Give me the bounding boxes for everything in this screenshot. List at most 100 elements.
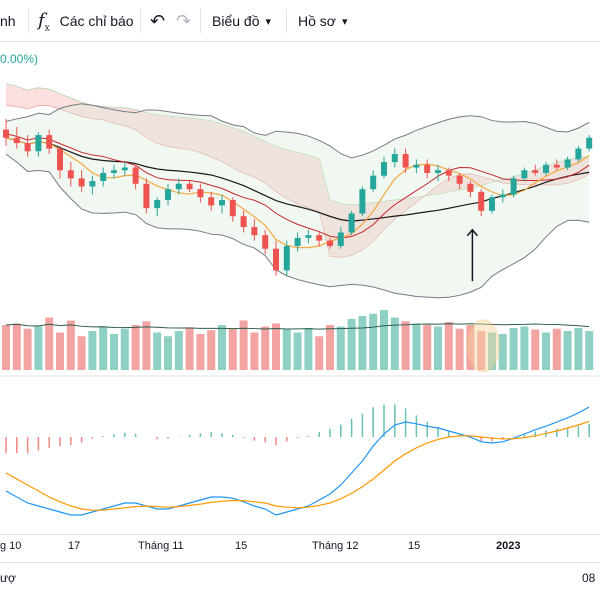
- chevron-down-icon: ▾: [341, 16, 348, 29]
- candle-body: [413, 164, 420, 168]
- candle-body: [24, 143, 31, 152]
- price-chart[interactable]: [0, 42, 600, 564]
- volume-bar: [12, 323, 21, 370]
- bollinger-lower: [5, 153, 590, 299]
- profile-label: Hồ sơ: [298, 13, 336, 29]
- volume-bar: [315, 336, 324, 370]
- volume-bar: [66, 320, 75, 370]
- undo-icon[interactable]: ↶: [150, 11, 166, 31]
- candle-body: [197, 189, 204, 198]
- candle-body: [121, 167, 128, 171]
- top-toolbar: nh fx Các chỉ báo ↶ ↷ Biểu đồ ▾ Hồ sơ ▾: [0, 0, 600, 42]
- toolbar-item-cut[interactable]: nh: [0, 13, 16, 29]
- volume-bar: [552, 328, 561, 370]
- volume-bar: [412, 323, 421, 370]
- candle-body: [553, 164, 560, 168]
- volume-bar: [99, 326, 108, 370]
- candle-body: [510, 178, 517, 195]
- volume-bar: [358, 316, 367, 370]
- annotation-circle: [466, 319, 500, 373]
- candle-body: [78, 178, 85, 187]
- indicators-button[interactable]: fx Các chỉ báo: [38, 0, 134, 42]
- candle-body: [175, 183, 182, 190]
- volume-bar: [585, 331, 594, 370]
- candle-body: [445, 170, 452, 176]
- candle-body: [251, 227, 258, 236]
- volume-bar: [369, 313, 378, 370]
- bottom-left-text: ượ: [0, 571, 16, 585]
- candle-body: [391, 154, 398, 163]
- candle-body: [208, 197, 215, 206]
- candle-body: [543, 164, 549, 173]
- candle-body: [89, 181, 96, 187]
- candle-body: [327, 240, 333, 246]
- volume-bar: [218, 325, 226, 370]
- bottom-right-text: 08: [582, 571, 596, 585]
- volume-bar: [455, 328, 464, 370]
- candle-body: [402, 154, 409, 168]
- candle-body: [219, 200, 225, 206]
- candle-body: [359, 189, 366, 214]
- candle-body: [499, 194, 506, 198]
- candle-body: [316, 235, 323, 241]
- volume-bar: [56, 332, 64, 370]
- redo-icon[interactable]: ↷: [176, 11, 192, 31]
- volume-bar: [542, 332, 550, 370]
- candle-body: [35, 135, 42, 152]
- volume-bar: [509, 328, 518, 370]
- volume-bar: [88, 331, 97, 370]
- volume-bar: [293, 332, 302, 370]
- volume-bar: [207, 330, 216, 370]
- bollinger-upper: [5, 103, 590, 159]
- x-tick-label: Tháng 12: [312, 540, 359, 552]
- volume-bar: [401, 321, 410, 370]
- volume-bar: [488, 332, 496, 370]
- volume-bar: [574, 328, 583, 370]
- candle-body: [381, 162, 387, 176]
- volume-bar: [250, 332, 259, 370]
- volume-bar: [563, 331, 572, 370]
- volume-bar: [531, 329, 540, 370]
- volume-bar: [23, 328, 32, 370]
- x-tick-label: 15: [408, 540, 421, 552]
- candle-body: [294, 237, 301, 246]
- volume-bar: [282, 329, 291, 370]
- candle-body: [532, 170, 539, 173]
- ma-10-line: [5, 133, 590, 239]
- candle-body: [143, 183, 150, 209]
- volume-bar: [239, 320, 248, 370]
- volume-bar: [434, 326, 442, 370]
- toolbar-separator: [286, 9, 287, 33]
- ichimoku-span-a: [5, 104, 590, 258]
- signal-line: [5, 420, 590, 511]
- candle-body: [283, 246, 290, 271]
- macd-line: [5, 406, 590, 516]
- bottom-bar: ượ 08: [0, 562, 600, 600]
- volume-bar: [77, 336, 86, 370]
- indicators-label: Các chỉ báo: [59, 13, 134, 29]
- x-tick-label: g 10: [0, 540, 22, 552]
- candle-body: [478, 191, 485, 211]
- candle-body: [262, 235, 269, 249]
- volume-bar: [196, 334, 205, 370]
- candle-body: [337, 232, 344, 246]
- chevron-down-icon: ▾: [265, 16, 272, 29]
- candle-body: [165, 189, 171, 200]
- volume-bar: [347, 319, 356, 370]
- candle-body: [456, 175, 463, 184]
- function-icon: fx: [38, 10, 50, 34]
- volume-bar: [120, 328, 129, 370]
- candle-body: [564, 159, 571, 168]
- volume-bar: [34, 326, 43, 370]
- chart-type-button[interactable]: Biểu đồ ▾: [212, 0, 271, 42]
- volume-bar: [45, 317, 54, 370]
- candle-body: [67, 170, 74, 179]
- candle-body: [489, 197, 495, 211]
- candle-body: [467, 183, 474, 192]
- volume-bar: [272, 323, 280, 370]
- profile-button[interactable]: Hồ sơ ▾: [298, 0, 348, 42]
- candle-body: [154, 200, 161, 209]
- volume-bar: [423, 325, 432, 370]
- volume-bar: [304, 328, 313, 370]
- candle-body: [273, 248, 279, 271]
